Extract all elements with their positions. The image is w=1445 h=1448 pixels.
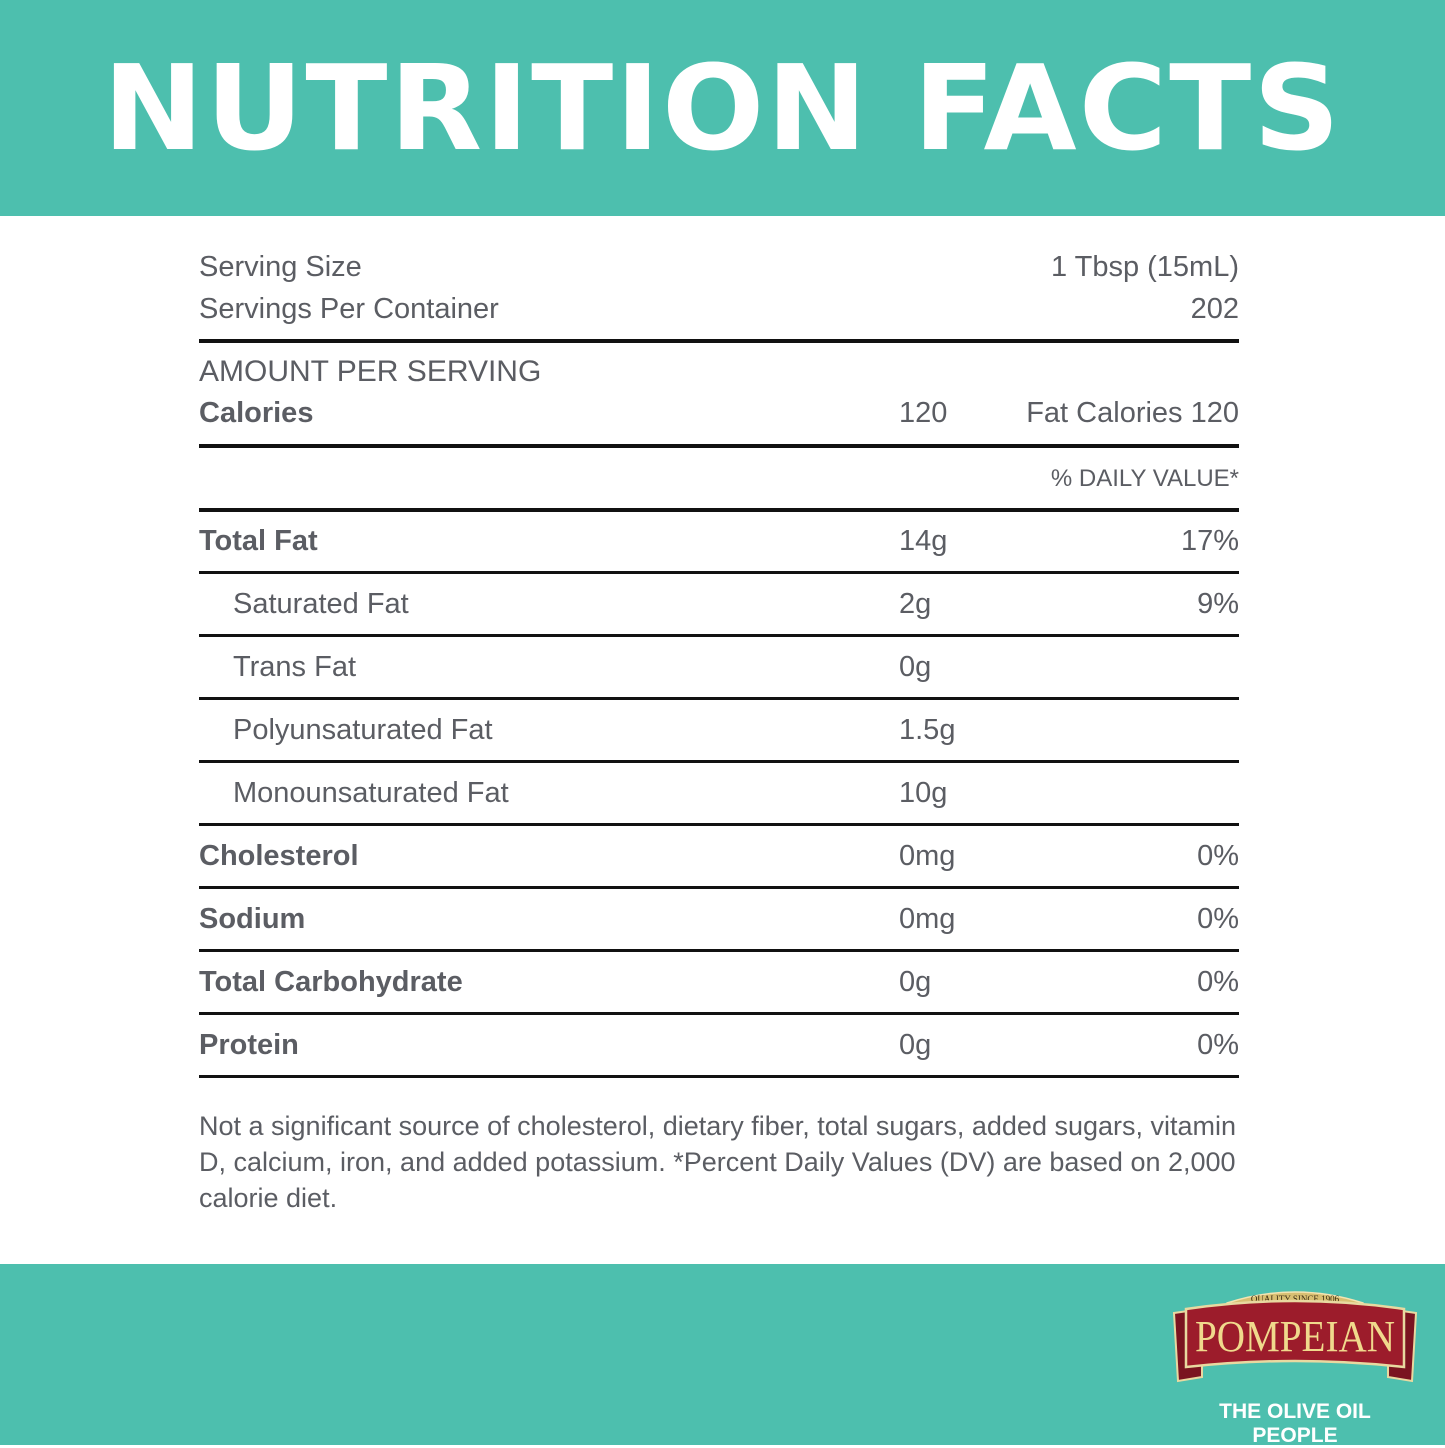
nutrient-amount: 0g (899, 1029, 932, 1061)
divider (199, 760, 1239, 763)
divider (199, 697, 1239, 700)
nutrient-amount: 0g (899, 651, 932, 683)
nutrient-amount: 1.5g (899, 714, 956, 746)
nutrient-amount: 0mg (899, 903, 956, 935)
nutrient-name: Saturated Fat (233, 588, 409, 620)
nutrient-row: Polyunsaturated Fat 1.5g (199, 714, 1239, 754)
nutrient-amount: 2g (899, 588, 932, 620)
title-banner: NUTRITION FACTS (0, 0, 1445, 216)
divider (199, 1012, 1239, 1015)
divider (199, 949, 1239, 952)
servings-per-container-value: 202 (1190, 293, 1239, 325)
nutrient-name: Monounsaturated Fat (233, 777, 509, 809)
footnote: Not a significant source of cholesterol,… (199, 1111, 1237, 1213)
servings-per-container-label: Servings Per Container (199, 293, 499, 325)
nutrient-name: Trans Fat (233, 651, 357, 683)
page-title: NUTRITION FACTS (102, 39, 1343, 177)
nutrient-name: Total Fat (199, 525, 318, 557)
fat-calories: Fat Calories 120 (1026, 397, 1239, 429)
nutrient-name: Polyunsaturated Fat (233, 714, 493, 746)
nutrient-row: Cholesterol 0mg 0% (199, 840, 1239, 880)
divider (199, 886, 1239, 889)
nutrient-row: Saturated Fat 2g 9% (199, 588, 1239, 628)
svg-text:QUALITY SINCE 1906: QUALITY SINCE 1906 (1251, 1294, 1340, 1304)
divider (199, 1075, 1239, 1078)
nutrient-name: Total Carbohydrate (199, 966, 463, 998)
svg-text:POMPEIAN: POMPEIAN (1195, 1312, 1395, 1361)
nutrient-name: Sodium (199, 903, 306, 935)
nutrient-row: Total Fat 14g 17% (199, 525, 1239, 565)
divider (199, 571, 1239, 574)
calories-label: Calories (199, 397, 314, 429)
amount-per-serving-label: AMOUNT PER SERVING (199, 355, 542, 388)
divider (199, 339, 1239, 343)
nutrient-row: Monounsaturated Fat 10g (199, 777, 1239, 817)
nutrient-amount: 14g (899, 525, 948, 557)
calories-value: 120 (899, 397, 948, 429)
nutrient-row: Total Carbohydrate 0g 0% (199, 966, 1239, 1006)
nutrient-row: Protein 0g 0% (199, 1029, 1239, 1069)
nutrient-amount: 0g (899, 966, 932, 998)
brand-tagline: THE OLIVE OIL PEOPLE (1219, 1400, 1371, 1447)
nutrient-row: Sodium 0mg 0% (199, 903, 1239, 943)
nutrient-daily-value: 0% (1197, 1029, 1239, 1061)
nutrient-amount: 10g (899, 777, 948, 809)
nutrient-daily-value: 9% (1197, 588, 1239, 620)
nutrient-name: Cholesterol (199, 840, 359, 872)
divider (199, 634, 1239, 637)
nutrient-daily-value: 17% (1180, 525, 1239, 557)
nutrient-amount: 0mg (899, 840, 956, 872)
serving-size-label: Serving Size (199, 251, 362, 283)
nutrient-daily-value: 0% (1197, 966, 1239, 998)
nutrient-row: Trans Fat 0g (199, 651, 1239, 691)
nutrient-name: Protein (199, 1029, 299, 1061)
divider (199, 508, 1239, 512)
pompeian-logo: QUALITY SINCE 1906 POMPEIAN (1172, 1291, 1418, 1383)
nutrient-daily-value: 0% (1197, 903, 1239, 935)
divider (199, 823, 1239, 826)
nutrient-daily-value: 0% (1197, 840, 1239, 872)
serving-size-value: 1 Tbsp (15mL) (1050, 251, 1239, 283)
daily-value-header: % DAILY VALUE* (1050, 465, 1239, 492)
divider (199, 444, 1239, 448)
